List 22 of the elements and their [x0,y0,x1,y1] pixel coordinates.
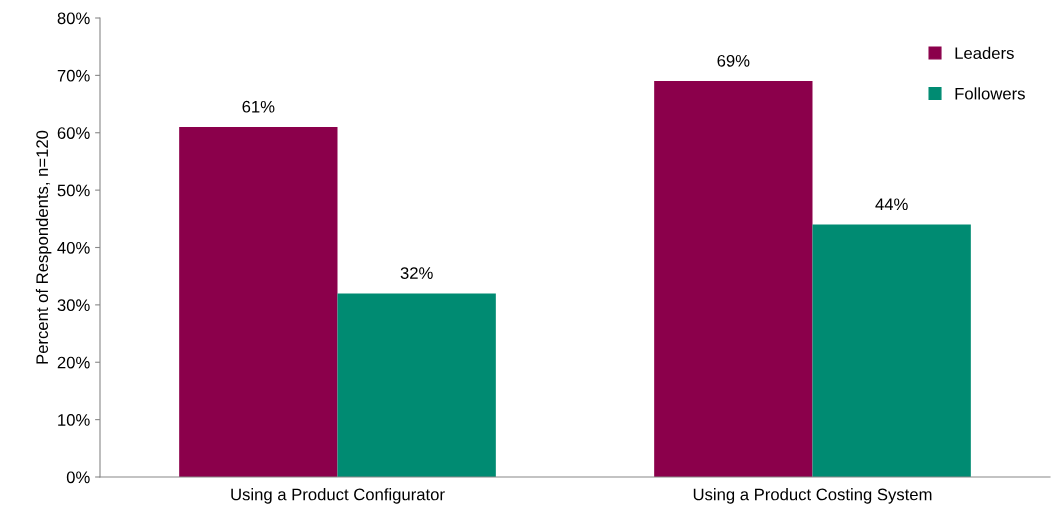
data-label: 61% [242,100,275,113]
y-tick-label: 30% [57,299,90,312]
y-tick-label: 10% [58,414,90,426]
y-tick-label: 60% [57,127,90,139]
data-label: 32% [400,267,433,279]
y-tick-label: 0% [66,471,90,484]
y-tick-label: 70% [57,69,90,82]
y-axis-title: Percent of Respondents, n=120 [35,130,52,364]
x-tick-label: Using a Product Configurator [231,488,445,504]
bar [812,224,971,477]
bar [179,127,338,477]
y-tick-label: 80% [57,12,90,25]
bar [337,293,496,477]
y-tick-label: 40% [57,241,90,254]
y-tick-label: 20% [57,356,90,369]
bar [654,81,813,477]
data-label: 69% [717,54,750,67]
legend-label: Leaders [955,46,1014,60]
legend-label: Followers [955,87,1025,100]
y-tick-label: 50% [57,184,90,197]
data-label: 44% [875,198,908,211]
x-tick-label: Using a Product Costing System [693,488,932,504]
